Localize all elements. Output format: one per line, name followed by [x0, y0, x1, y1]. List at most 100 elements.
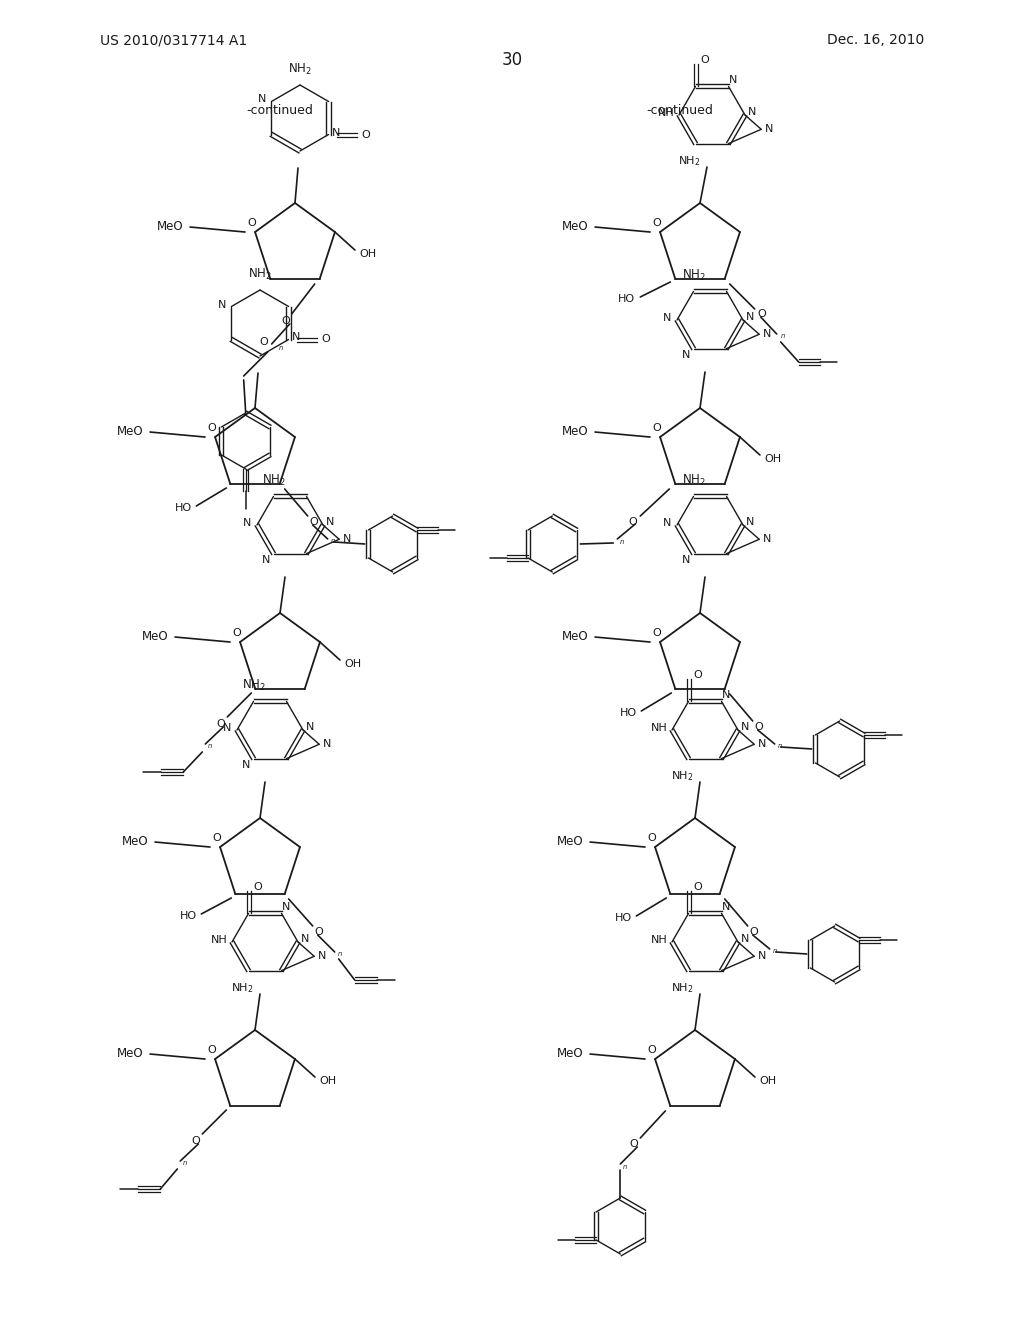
- Text: $_{n}$: $_{n}$: [772, 946, 777, 956]
- Text: N: N: [243, 759, 251, 770]
- Text: N: N: [292, 333, 300, 342]
- Text: US 2010/0317714 A1: US 2010/0317714 A1: [100, 33, 247, 48]
- Text: N: N: [223, 723, 231, 733]
- Text: MeO: MeO: [141, 630, 168, 643]
- Text: NH$_2$: NH$_2$: [682, 268, 706, 282]
- Text: O: O: [213, 833, 221, 843]
- Text: N: N: [758, 952, 766, 961]
- Text: O: O: [693, 883, 701, 892]
- Text: $_{n}$: $_{n}$: [337, 949, 343, 958]
- Text: O: O: [309, 517, 318, 527]
- Text: NH$_2$: NH$_2$: [248, 267, 272, 281]
- Text: MeO: MeO: [556, 1047, 583, 1060]
- Text: 30: 30: [502, 51, 522, 69]
- Text: N: N: [722, 690, 731, 701]
- Text: O: O: [750, 927, 759, 937]
- Text: O: O: [652, 218, 662, 228]
- Text: NH: NH: [211, 935, 227, 945]
- Text: O: O: [259, 337, 267, 347]
- Text: N: N: [332, 128, 340, 137]
- Text: MeO: MeO: [122, 834, 148, 847]
- Text: N: N: [343, 535, 351, 544]
- Text: $_{n}$: $_{n}$: [207, 741, 213, 751]
- Text: NH: NH: [657, 108, 675, 117]
- Text: O: O: [652, 628, 662, 638]
- Text: $_{n}$: $_{n}$: [623, 1162, 629, 1172]
- Text: N: N: [748, 107, 756, 117]
- Text: N: N: [663, 313, 671, 323]
- Text: HO: HO: [621, 708, 637, 718]
- Text: N: N: [745, 312, 755, 322]
- Text: N: N: [262, 554, 270, 565]
- Text: HO: HO: [618, 294, 635, 304]
- Text: O: O: [361, 129, 370, 140]
- Text: O: O: [248, 218, 256, 228]
- Text: OH: OH: [344, 659, 361, 669]
- Text: -continued: -continued: [646, 103, 714, 116]
- Text: O: O: [281, 315, 290, 326]
- Text: NH$_2$: NH$_2$: [678, 154, 700, 169]
- Text: N: N: [740, 722, 750, 733]
- Text: O: O: [758, 309, 766, 319]
- Text: MeO: MeO: [157, 219, 183, 232]
- Text: MeO: MeO: [117, 1047, 143, 1060]
- Text: OH: OH: [764, 454, 781, 465]
- Text: N: N: [740, 935, 750, 944]
- Text: NH: NH: [650, 935, 668, 945]
- Text: O: O: [191, 1137, 201, 1146]
- Text: O: O: [322, 334, 330, 345]
- Text: NH$_2$: NH$_2$: [231, 982, 254, 995]
- Text: NH$_2$: NH$_2$: [671, 982, 694, 995]
- Text: N: N: [323, 739, 332, 750]
- Text: O: O: [208, 1045, 216, 1055]
- Text: N: N: [682, 554, 690, 565]
- Text: OH: OH: [359, 249, 376, 259]
- Text: HO: HO: [175, 503, 193, 513]
- Text: O: O: [648, 833, 656, 843]
- Text: N: N: [326, 517, 334, 527]
- Text: MeO: MeO: [117, 425, 143, 437]
- Text: $_{n}$: $_{n}$: [776, 741, 782, 751]
- Text: NH$_2$: NH$_2$: [261, 473, 286, 488]
- Text: NH$_2$: NH$_2$: [242, 678, 265, 693]
- Text: N: N: [682, 350, 690, 359]
- Text: O: O: [648, 1045, 656, 1055]
- Text: N: N: [758, 739, 766, 750]
- Text: N: N: [663, 517, 671, 528]
- Text: N: N: [283, 903, 291, 912]
- Text: N: N: [765, 124, 773, 135]
- Text: N: N: [722, 903, 731, 912]
- Text: O: O: [755, 722, 764, 733]
- Text: O: O: [630, 1139, 638, 1148]
- Text: HO: HO: [180, 911, 198, 921]
- Text: N: N: [763, 535, 771, 544]
- Text: -continued: -continued: [247, 103, 313, 116]
- Text: Dec. 16, 2010: Dec. 16, 2010: [826, 33, 924, 48]
- Text: O: O: [232, 628, 242, 638]
- Text: O: O: [693, 671, 701, 680]
- Text: NH$_2$: NH$_2$: [288, 62, 312, 77]
- Text: O: O: [253, 883, 262, 892]
- Text: $_{n}$: $_{n}$: [620, 537, 626, 546]
- Text: N: N: [218, 300, 226, 309]
- Text: N: N: [306, 722, 314, 733]
- Text: $_{n}$: $_{n}$: [330, 536, 336, 546]
- Text: MeO: MeO: [561, 630, 588, 643]
- Text: N: N: [243, 517, 251, 528]
- Text: $_{n}$: $_{n}$: [779, 331, 785, 341]
- Text: O: O: [652, 422, 662, 433]
- Text: $_{n}$: $_{n}$: [182, 1158, 188, 1168]
- Text: O: O: [208, 422, 216, 433]
- Text: N: N: [301, 935, 309, 944]
- Text: O: O: [216, 719, 225, 729]
- Text: NH$_2$: NH$_2$: [671, 770, 694, 784]
- Text: O: O: [314, 927, 324, 937]
- Text: OH: OH: [759, 1076, 776, 1086]
- Text: NH$_2$: NH$_2$: [682, 473, 706, 488]
- Text: MeO: MeO: [561, 219, 588, 232]
- Text: MeO: MeO: [561, 425, 588, 437]
- Text: N: N: [258, 95, 266, 104]
- Text: O: O: [700, 55, 709, 66]
- Text: O: O: [629, 517, 637, 527]
- Text: N: N: [318, 952, 327, 961]
